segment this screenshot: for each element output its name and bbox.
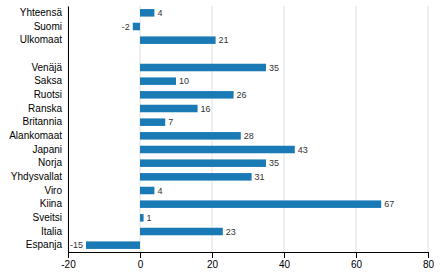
x-tick-mark xyxy=(356,252,357,258)
x-tick: 40 xyxy=(279,252,291,270)
data-label: 67 xyxy=(384,199,394,209)
bar xyxy=(140,64,266,72)
y-tick: Sveitsi xyxy=(33,212,68,223)
y-tick-label: Alankomaat xyxy=(9,130,62,141)
y-tick: Ruotsi xyxy=(34,89,68,100)
data-label: 1 xyxy=(147,213,152,223)
y-tick: Venäjä xyxy=(31,62,68,73)
bar xyxy=(140,91,234,99)
data-label: -2 xyxy=(122,22,130,32)
y-tick-label: Ruotsi xyxy=(34,89,62,100)
bar xyxy=(140,146,295,154)
bar xyxy=(140,118,165,126)
bar xyxy=(140,228,223,236)
chart: 4 -2 21 35 10 26 16 7 28 43 35 31 4 67 1 23 -15 -20 0 20 40 6… xyxy=(0,0,442,272)
data-label: 21 xyxy=(219,35,229,45)
bar xyxy=(140,36,216,44)
plot: 4 -2 21 35 10 26 16 7 28 43 35 31 4 67 1 23 -15 -20 0 20 40 6… xyxy=(9,6,434,270)
y-axis: Yhteensä Suomi Ulkomaat Venäjä Saksa Ruotsi Ra… xyxy=(9,7,68,253)
y-tick: Kiina xyxy=(40,198,68,209)
x-tick-mark xyxy=(212,252,213,258)
grid-line xyxy=(68,6,69,252)
x-tick-label: 40 xyxy=(279,259,291,270)
y-tick: Norja xyxy=(38,157,68,168)
data-label: 16 xyxy=(201,104,211,114)
y-tick-label: Sveitsi xyxy=(33,212,62,223)
grid-line xyxy=(428,6,429,252)
bar xyxy=(86,241,140,249)
bar xyxy=(140,159,266,167)
y-tick-label: Ulkomaat xyxy=(20,34,62,45)
x-tick: 60 xyxy=(351,252,363,270)
x-tick-label: 80 xyxy=(423,259,435,270)
y-tick-label: Japani xyxy=(33,144,62,155)
y-tick-label: Norja xyxy=(38,157,62,168)
bar xyxy=(140,173,252,181)
y-tick: Britannia xyxy=(23,116,68,127)
y-tick-label: Espanja xyxy=(26,239,63,250)
bar xyxy=(133,23,140,31)
data-label: 4 xyxy=(157,8,162,18)
y-tick-label: Viro xyxy=(44,185,62,196)
y-tick-label: Venäjä xyxy=(31,62,62,73)
bar xyxy=(140,105,198,113)
data-label: 28 xyxy=(244,131,254,141)
data-label: 4 xyxy=(157,186,162,196)
x-tick: -20 xyxy=(61,252,76,270)
y-tick: Viro xyxy=(44,185,68,196)
data-label: 43 xyxy=(298,145,308,155)
x-tick-label: 20 xyxy=(207,259,219,270)
grid-line xyxy=(356,6,357,252)
grid-line xyxy=(284,6,285,252)
x-tick-label: 60 xyxy=(351,259,363,270)
data-labels: 4 -2 21 35 10 26 16 7 28 43 35 31 4 67 1 23 -15 xyxy=(70,8,394,250)
x-tick-mark xyxy=(284,252,285,258)
y-tick: Yhdysvallat xyxy=(11,171,68,182)
x-tick: 0 xyxy=(138,252,144,270)
y-tick: Italia xyxy=(41,226,68,237)
y-tick-label: Ranska xyxy=(28,103,62,114)
data-label: 23 xyxy=(226,227,236,237)
y-tick-label: Yhteensä xyxy=(20,7,63,18)
y-tick: Yhteensä xyxy=(20,7,68,18)
x-tick: 20 xyxy=(207,252,219,270)
y-tick: Saksa xyxy=(34,75,68,86)
x-tick-mark xyxy=(140,252,141,258)
x-axis-line xyxy=(69,253,429,259)
bars xyxy=(86,9,381,249)
y-tick: Suomi xyxy=(34,21,68,32)
y-tick: Ranska xyxy=(28,103,68,114)
data-label: 35 xyxy=(269,63,279,73)
y-tick-label: Britannia xyxy=(23,116,63,127)
y-tick: Alankomaat xyxy=(9,130,68,141)
y-tick: Ulkomaat xyxy=(20,34,68,45)
data-label: -15 xyxy=(70,240,83,250)
grid xyxy=(68,6,428,252)
x-tick: 80 xyxy=(423,252,435,270)
bar xyxy=(140,200,381,208)
data-label: 7 xyxy=(168,117,173,127)
y-tick-label: Saksa xyxy=(34,75,62,86)
y-tick-label: Yhdysvallat xyxy=(11,171,62,182)
x-tick-mark xyxy=(68,252,69,258)
y-tick-label: Suomi xyxy=(34,21,62,32)
y-tick: Espanja xyxy=(26,239,68,250)
x-tick-label: 0 xyxy=(138,259,144,270)
y-tick-label: Kiina xyxy=(40,198,63,209)
data-label: 10 xyxy=(179,76,189,86)
x-tick-label: -20 xyxy=(61,259,76,270)
x-tick-mark xyxy=(428,252,429,258)
y-tick-label: Italia xyxy=(41,226,63,237)
bar xyxy=(140,214,144,222)
data-label: 35 xyxy=(269,158,279,168)
y-axis-line xyxy=(68,7,69,253)
bar xyxy=(140,132,241,140)
x-axis: -20 0 20 40 60 80 xyxy=(61,252,434,270)
y-tick: Japani xyxy=(33,144,68,155)
bar xyxy=(140,9,154,17)
bar xyxy=(140,187,154,195)
data-label: 31 xyxy=(255,172,265,182)
data-label: 26 xyxy=(237,90,247,100)
bar xyxy=(140,77,176,85)
